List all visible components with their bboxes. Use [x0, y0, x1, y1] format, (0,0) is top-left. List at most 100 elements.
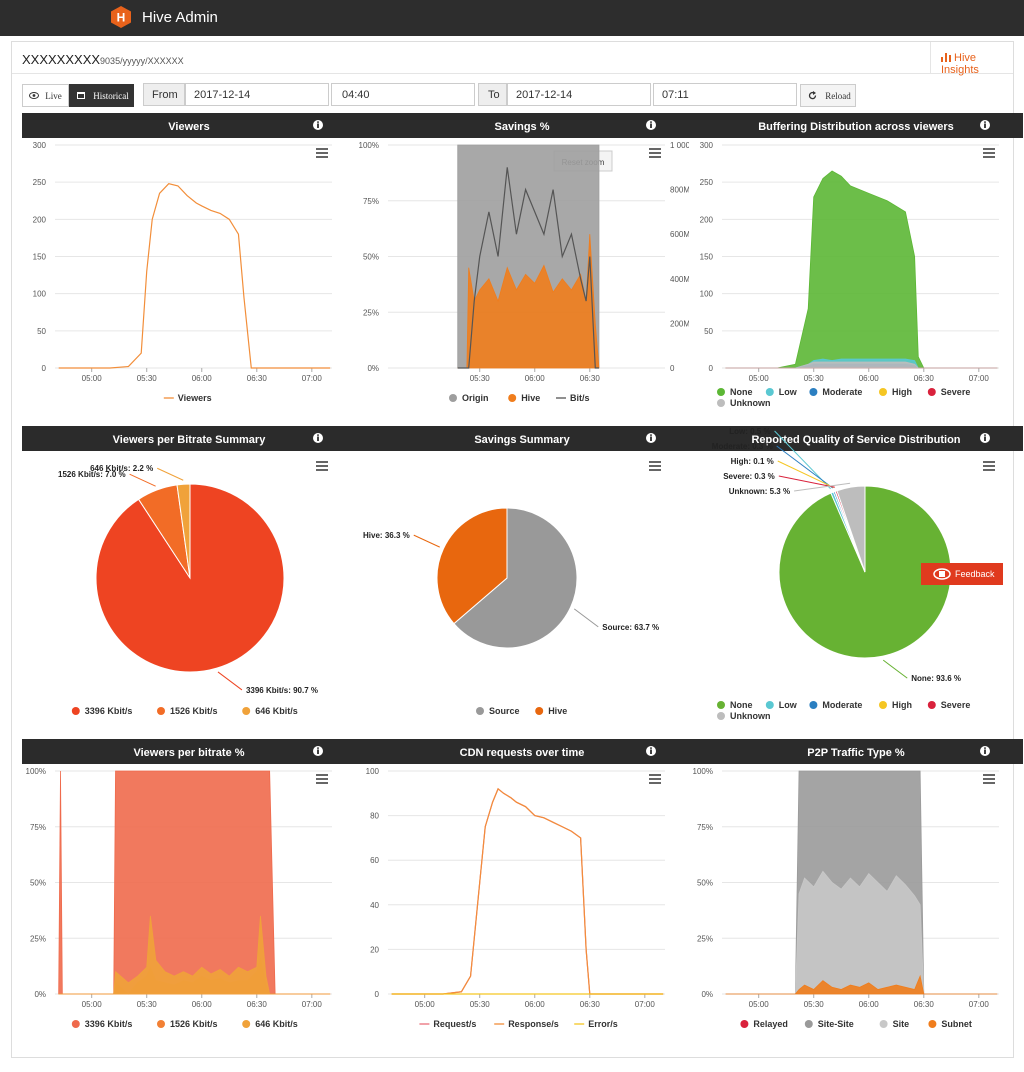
chart-qos: Reported Quality of Service Distribution…	[689, 426, 1023, 726]
top-bar: H Hive Admin	[0, 0, 1024, 36]
y-tick-label: 100	[366, 767, 380, 776]
legend-symbol	[879, 1020, 888, 1028]
feedback-button[interactable]: Feedback	[921, 563, 1003, 585]
info-icon[interactable]	[980, 120, 990, 130]
y-tick-label: 0%	[701, 990, 713, 999]
legend-symbol	[449, 394, 457, 402]
hamburger-icon[interactable]	[316, 461, 328, 471]
eye-icon	[29, 92, 39, 99]
feedback-label: Feedback	[955, 569, 995, 579]
legend-symbol	[242, 707, 251, 715]
legend-symbol	[717, 701, 725, 709]
hamburger-line	[316, 156, 328, 158]
hamburger-line	[316, 774, 328, 776]
info-icon-stem	[317, 123, 319, 128]
pie-data-label: Severe: 0.3 %	[723, 472, 775, 481]
pie-connector	[777, 460, 834, 489]
hamburger-line	[983, 465, 995, 467]
legend-symbol	[928, 1020, 937, 1028]
info-icon-stem	[650, 436, 652, 441]
reload-button[interactable]: Reload	[800, 84, 856, 107]
info-icon[interactable]	[980, 433, 990, 443]
to-time-input[interactable]: 07:11	[653, 83, 797, 106]
x-tick-label: 05:30	[137, 1000, 158, 1009]
legend-label: Relayed	[753, 1019, 788, 1029]
hamburger-icon[interactable]	[649, 148, 661, 158]
info-icon[interactable]	[313, 746, 323, 756]
hamburger-icon[interactable]	[983, 461, 995, 471]
y-tick-label: 0%	[34, 990, 46, 999]
legend-symbol	[809, 388, 818, 396]
info-icon-dot	[317, 747, 319, 749]
series-line	[58, 182, 331, 369]
hamburger-icon[interactable]	[983, 774, 995, 784]
hamburger-icon[interactable]	[649, 461, 661, 471]
info-icon-dot	[317, 121, 319, 123]
info-icon[interactable]	[980, 746, 990, 756]
hive-insights-link[interactable]: Hive Insights	[930, 42, 1013, 76]
series-line	[391, 787, 664, 995]
hamburger-icon[interactable]	[649, 774, 661, 784]
info-icon[interactable]	[646, 433, 656, 443]
legend-symbol	[157, 1020, 165, 1028]
chart-p2p: P2P Traffic Type % 0% 25% 50% 75% 100% 05:00 05…	[689, 739, 1023, 1039]
hamburger-line	[983, 782, 995, 784]
chart-title-bar	[689, 426, 1023, 451]
legend-label: Bit/s	[570, 393, 590, 403]
y-tick-label: 75%	[30, 823, 46, 832]
x-tick-label: 05:30	[804, 374, 825, 383]
chart-title: Savings %	[494, 121, 549, 133]
legend-label: High	[892, 700, 912, 710]
x-tick-label: 07:00	[969, 1000, 990, 1009]
y-tick-label: 200	[33, 215, 47, 224]
x-tick-label: 05:30	[137, 374, 158, 383]
info-icon[interactable]	[646, 746, 656, 756]
hamburger-line	[983, 148, 995, 150]
chart-buffering: Buffering Distribution across viewers 0 50…	[689, 113, 1023, 413]
y-tick-label: 80	[370, 812, 379, 821]
hamburger-icon[interactable]	[983, 148, 995, 158]
series-area	[725, 170, 998, 369]
chart-svg: Viewers per bitrate % 0% 25% 50% 75% 100% 05:0…	[22, 739, 356, 1029]
legend-label: 3396 Kbit/s	[85, 1019, 133, 1029]
legend-symbol	[879, 701, 887, 709]
chart-title: Reported Quality of Service Distribution	[751, 434, 960, 446]
from-date-input[interactable]: 2017-12-14	[185, 83, 329, 106]
hamburger-line	[316, 778, 328, 780]
app-title[interactable]: Hive Admin	[142, 9, 218, 26]
legend-label: Request/s	[433, 1019, 476, 1029]
y-tick-label: 100	[700, 290, 714, 299]
pie-slice	[836, 485, 866, 573]
hamburger-icon[interactable]	[316, 774, 328, 784]
x-tick-label: 06:00	[192, 1000, 213, 1009]
hamburger-line	[316, 461, 328, 463]
pie-data-label: Unknown: 5.3 %	[729, 487, 790, 496]
live-toggle[interactable]: Live	[22, 84, 69, 107]
info-icon[interactable]	[646, 120, 656, 130]
pie-connector	[157, 467, 184, 481]
legend-label: None	[730, 387, 753, 397]
to-date-input[interactable]: 2017-12-14	[507, 83, 651, 106]
y-tick-label: 150	[33, 253, 47, 262]
x-tick-label: 06:00	[192, 374, 213, 383]
pie-connector	[129, 473, 156, 487]
chart-title-bar	[355, 426, 689, 451]
legend-symbol	[476, 707, 484, 715]
legend-symbol	[71, 1020, 80, 1028]
x-tick-label: 06:00	[859, 374, 880, 383]
from-time-input[interactable]: 04:40	[331, 83, 475, 106]
hamburger-line	[983, 778, 995, 780]
chart-svg: Viewers per Bitrate Summary 3396 Kbit/s: …	[22, 426, 356, 716]
bar-chart-icon	[941, 53, 951, 62]
info-icon[interactable]	[313, 120, 323, 130]
info-icon[interactable]	[313, 433, 323, 443]
series-area	[457, 234, 600, 369]
hamburger-line	[649, 774, 661, 776]
historical-toggle[interactable]: Historical	[69, 84, 134, 107]
legend-symbol	[535, 707, 544, 715]
hamburger-icon[interactable]	[316, 148, 328, 158]
hive-logo-icon[interactable]: H	[111, 6, 131, 28]
logo-letter: H	[117, 11, 126, 25]
y-tick-label: 250	[33, 178, 47, 187]
y-tick-label: 40	[370, 901, 379, 910]
